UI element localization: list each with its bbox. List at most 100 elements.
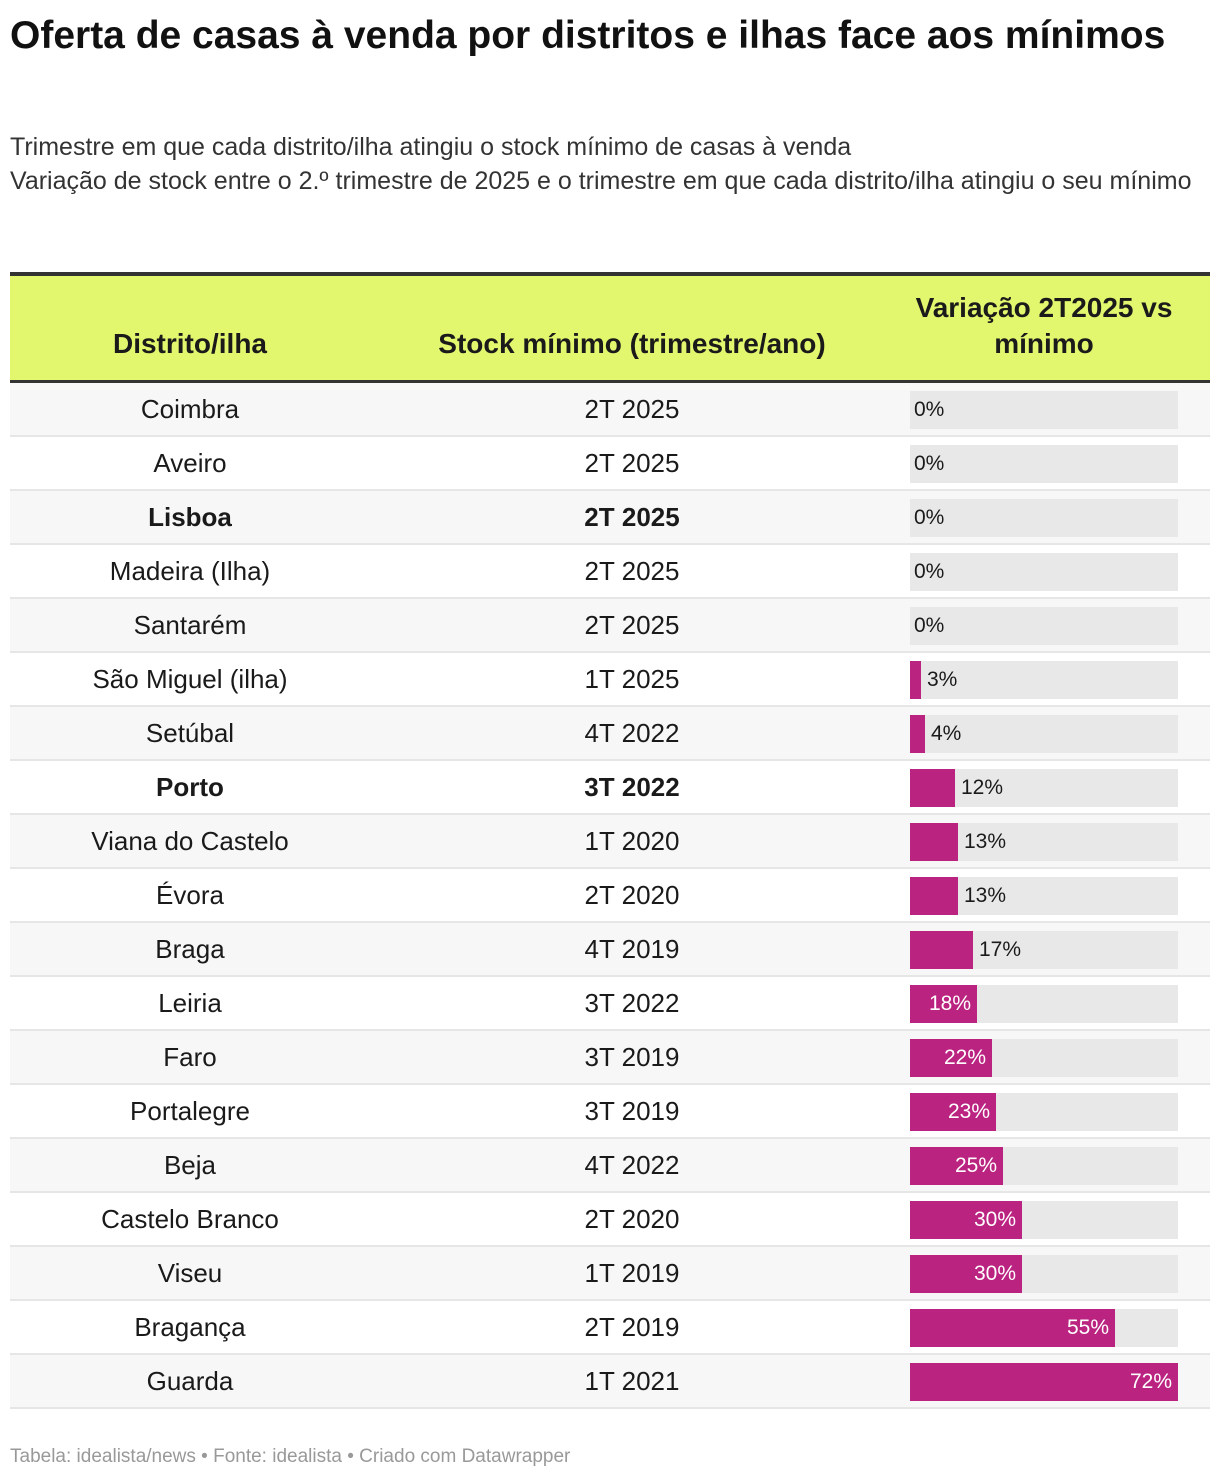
cell-district: Santarém	[133, 610, 247, 640]
cell-minimum: 1T 2025	[584, 664, 680, 694]
table-row: Madeira (Ilha) 2T 2025 0%	[10, 545, 1210, 599]
cell-district: Portalegre	[130, 1096, 250, 1126]
cell-district: Viseu	[157, 1258, 223, 1288]
cell-district: Faro	[163, 1042, 217, 1072]
bar-value-label: 0%	[914, 398, 945, 421]
bar	[910, 1255, 1022, 1293]
bar-value-label: 55%	[1066, 1316, 1109, 1339]
bar-track: 0%	[910, 445, 1178, 483]
bar-track: 55%	[910, 1309, 1178, 1347]
bar	[910, 823, 958, 861]
cell-district: Évora	[156, 880, 224, 910]
table-row: Santarém 2T 2025 0%	[10, 599, 1210, 653]
bar-track: 0%	[910, 607, 1178, 645]
bar-value-label: 0%	[914, 506, 945, 529]
cell-district: Lisboa	[148, 502, 232, 532]
bar	[910, 931, 973, 969]
table-row: Aveiro 2T 2025 0%	[10, 437, 1210, 491]
cell-district: Coimbra	[140, 394, 240, 424]
cell-minimum: 2T 2020	[584, 880, 680, 910]
bar-value-label: 0%	[914, 560, 945, 583]
bar	[910, 1039, 992, 1077]
table-row: Guarda 1T 2021 72%	[10, 1355, 1210, 1409]
cell-district: Beja	[163, 1150, 217, 1180]
cell-minimum: 4T 2022	[584, 1150, 680, 1180]
bar-value-label: 72%	[1129, 1370, 1172, 1393]
table-row: Lisboa 2T 2025 0%	[10, 491, 1210, 545]
subtitle-line-2: Variação de stock entre o 2.º trimestre …	[10, 167, 1192, 195]
chart-footer: Tabela: idealista/news • Fonte: idealist…	[10, 1446, 571, 1467]
table-row: Braga 4T 2019 17%	[10, 923, 1210, 977]
cell-district: Braga	[155, 934, 225, 964]
column-header-variation[interactable]: Variação 2T2025 vs mínimo	[915, 292, 1173, 359]
bar-track: 3%	[910, 661, 1178, 699]
table-row: Bragança 2T 2019 55%	[10, 1301, 1210, 1355]
bar-track: 13%	[910, 823, 1178, 861]
bar	[910, 985, 977, 1023]
cell-minimum: 3T 2019	[584, 1042, 680, 1072]
bar-value-label: 12%	[961, 776, 1004, 799]
cell-district: Madeira (Ilha)	[109, 556, 271, 586]
bar-track: 22%	[910, 1039, 1178, 1077]
bar-track: 25%	[910, 1147, 1178, 1185]
column-header-district[interactable]: Distrito/ilha	[112, 328, 267, 359]
cell-minimum: 1T 2021	[584, 1366, 680, 1396]
bar	[910, 715, 925, 753]
bar	[910, 1309, 1115, 1347]
cell-minimum: 3T 2022	[584, 772, 680, 802]
table-row: Porto 3T 2022 12%	[10, 761, 1210, 815]
table-row: Portalegre 3T 2019 23%	[10, 1085, 1210, 1139]
cell-district: Guarda	[146, 1366, 234, 1396]
bar-track: 0%	[910, 391, 1178, 429]
table-row: Viana do Castelo 1T 2020 13%	[10, 815, 1210, 869]
cell-minimum: 2T 2025	[584, 448, 680, 478]
subtitle-line-1: Trimestre em que cada distrito/ilha atin…	[10, 133, 852, 161]
bar-value-label: 23%	[947, 1100, 990, 1123]
bar	[910, 1201, 1022, 1239]
table-row: Évora 2T 2020 13%	[10, 869, 1210, 923]
cell-minimum: 1T 2019	[584, 1258, 680, 1288]
bar-track: 23%	[910, 1093, 1178, 1131]
cell-minimum: 3T 2019	[584, 1096, 680, 1126]
bar-track: 13%	[910, 877, 1178, 915]
table-row: Beja 4T 2022 25%	[10, 1139, 1210, 1193]
table-row: Faro 3T 2019 22%	[10, 1031, 1210, 1085]
cell-minimum: 2T 2025	[584, 556, 680, 586]
data-table: Distrito/ilha Stock mínimo (trimestre/an…	[10, 272, 1210, 1409]
cell-district: Porto	[156, 772, 224, 802]
cell-minimum: 2T 2025	[584, 394, 680, 424]
bar	[910, 1363, 1178, 1401]
cell-minimum: 2T 2025	[584, 502, 680, 532]
bar	[910, 1147, 1003, 1185]
bar-value-label: 13%	[964, 830, 1007, 853]
bar-track: 72%	[910, 1363, 1178, 1401]
cell-minimum: 4T 2022	[584, 718, 680, 748]
table-body: Coimbra 2T 2025 0% Aveiro 2T 2025 0% Lisboa 2T …	[10, 383, 1210, 1409]
bar-track: 30%	[910, 1255, 1178, 1293]
bar-track: 12%	[910, 769, 1178, 807]
bar-value-label: 18%	[928, 992, 971, 1015]
chart-title: Oferta de casas à venda por distritos e …	[10, 14, 1166, 57]
table-row: Coimbra 2T 2025 0%	[10, 383, 1210, 437]
table-row: Viseu 1T 2019 30%	[10, 1247, 1210, 1301]
bar-track: 0%	[910, 553, 1178, 591]
bar-track: 17%	[910, 931, 1178, 969]
bar-value-label: 25%	[954, 1154, 997, 1177]
table-row: Castelo Branco 2T 2020 30%	[10, 1193, 1210, 1247]
cell-minimum: 2T 2025	[584, 610, 680, 640]
bar	[910, 769, 955, 807]
bar-value-label: 0%	[914, 452, 945, 475]
column-header-minimum[interactable]: Stock mínimo (trimestre/ano)	[438, 328, 826, 359]
bar	[910, 661, 921, 699]
bar-value-label: 22%	[943, 1046, 986, 1069]
bar-value-label: 3%	[927, 668, 958, 691]
bar-track: 18%	[910, 985, 1178, 1023]
cell-district: Aveiro	[153, 448, 227, 478]
chart-subtitle: Trimestre em que cada distrito/ilha atin…	[10, 130, 1210, 198]
cell-minimum: 3T 2022	[584, 988, 680, 1018]
table-header: Distrito/ilha Stock mínimo (trimestre/an…	[10, 272, 1210, 383]
cell-district: Leiria	[158, 988, 222, 1018]
cell-minimum: 2T 2019	[584, 1312, 680, 1342]
table-row: Leiria 3T 2022 18%	[10, 977, 1210, 1031]
cell-district: Setúbal	[145, 718, 235, 748]
